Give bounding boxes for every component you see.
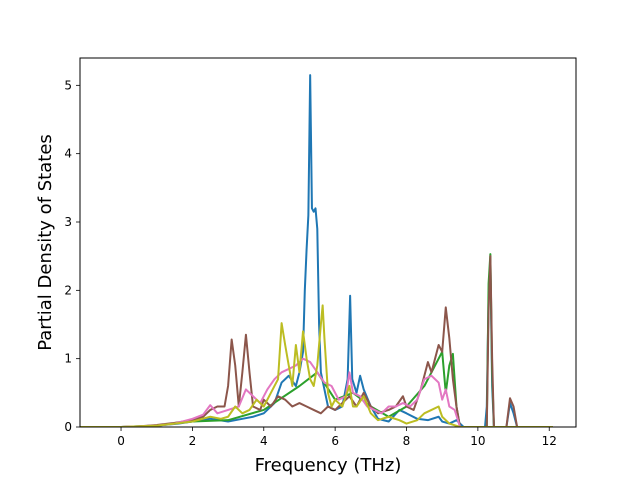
x-axis-label: Frequency (THz): [255, 455, 402, 476]
y-tick-label: 5: [64, 78, 72, 92]
y-tick-label: 4: [64, 147, 72, 161]
x-tick-label: 4: [260, 434, 268, 448]
series-layer: [80, 74, 553, 427]
y-tick-label: 2: [64, 283, 72, 297]
x-tick-label: 6: [331, 434, 339, 448]
y-tick-label: 1: [64, 352, 72, 366]
x-tick-label: 2: [189, 434, 197, 448]
series-line-4: [80, 357, 553, 427]
y-axis-label: Partial Density of States: [35, 134, 56, 351]
x-tick-label: 8: [403, 434, 411, 448]
x-axis-ticks: 0 2 4 6 8 10 12: [117, 427, 557, 448]
plot-frame: [79, 57, 577, 428]
y-tick-label: 3: [64, 215, 72, 229]
series-line-3: [80, 255, 553, 427]
x-tick-label: 0: [117, 434, 125, 448]
x-tick-label: 10: [470, 434, 485, 448]
y-axis-ticks: 0 1 2 3 4 5: [64, 78, 80, 434]
x-tick-label: 12: [542, 434, 557, 448]
y-tick-label: 0: [64, 420, 72, 434]
series-line-5: [80, 304, 553, 427]
